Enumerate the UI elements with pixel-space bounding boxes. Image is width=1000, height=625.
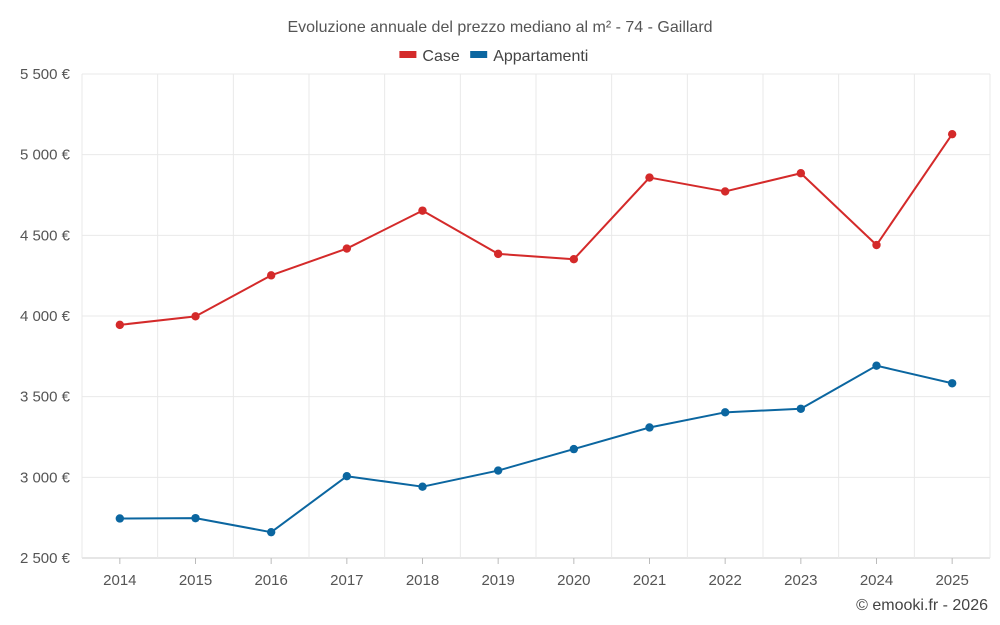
x-tick-label: 2018 [406, 572, 439, 589]
series-line [119, 133, 953, 326]
y-tick-label: 2 500 € [20, 550, 71, 567]
data-point[interactable] [418, 206, 427, 215]
data-point[interactable] [342, 244, 352, 253]
chart-title: Evoluzione annuale del prezzo mediano al… [287, 19, 712, 36]
data-point[interactable] [796, 169, 806, 178]
data-point[interactable] [872, 240, 881, 250]
x-tick-label: 2020 [557, 572, 590, 589]
legend: Case Appartamenti [399, 48, 588, 65]
copyright-text: © emooki.fr - 2026 [856, 597, 988, 614]
data-point[interactable] [418, 482, 427, 491]
series-line [119, 364, 953, 534]
series-case [115, 129, 957, 330]
x-tick-label: 2019 [481, 572, 514, 589]
data-point[interactable] [796, 404, 806, 413]
data-point[interactable] [720, 408, 730, 417]
x-tick-label: 2016 [254, 572, 287, 589]
legend-swatch [399, 51, 417, 58]
series-group [115, 129, 957, 537]
x-tick-label: 2021 [633, 572, 666, 589]
x-tick-label: 2024 [860, 572, 893, 589]
legend-item-case[interactable]: Case [399, 48, 460, 65]
series-appartamenti [115, 361, 957, 537]
data-point[interactable] [569, 444, 579, 454]
data-point[interactable] [191, 312, 200, 321]
data-point[interactable] [266, 271, 276, 280]
y-axis: 2 500 € 3 000 € 3 500 € 4 000 € 4 500 € 5 000… [20, 66, 71, 567]
y-tick-label: 4 500 € [20, 227, 71, 244]
y-tick-label: 3 000 € [20, 469, 71, 486]
x-tick-label: 2017 [330, 572, 363, 589]
data-point[interactable] [342, 472, 352, 481]
data-point[interactable] [493, 466, 503, 475]
y-tick-label: 5 000 € [20, 147, 71, 164]
x-tick-label: 2023 [784, 572, 817, 589]
x-axis: 2014 2015 2016 2017 2018 2019 2020 2021 2022 2023… [103, 558, 969, 589]
data-point[interactable] [645, 423, 654, 432]
legend-label: Appartamenti [493, 48, 588, 65]
data-point[interactable] [645, 173, 654, 182]
x-tick-label: 2022 [708, 572, 741, 589]
data-point[interactable] [872, 361, 881, 370]
data-point[interactable] [493, 249, 503, 259]
legend-label: Case [422, 48, 459, 65]
y-tick-label: 4 000 € [20, 308, 71, 325]
x-tick-label: 2025 [935, 572, 968, 589]
data-point[interactable] [947, 379, 957, 388]
y-tick-label: 3 500 € [20, 389, 71, 406]
y-tick-label: 5 500 € [20, 66, 71, 83]
x-tick-label: 2014 [103, 572, 136, 589]
data-point[interactable] [191, 513, 200, 523]
data-point[interactable] [266, 527, 276, 537]
grid [81, 73, 991, 559]
data-point[interactable] [947, 129, 957, 139]
data-point[interactable] [115, 320, 125, 330]
legend-swatch [470, 51, 488, 58]
data-point[interactable] [115, 514, 125, 523]
x-tick-label: 2015 [179, 572, 212, 589]
legend-item-appartamenti[interactable]: Appartamenti [470, 48, 588, 65]
data-point[interactable] [720, 187, 730, 196]
data-point[interactable] [569, 255, 579, 264]
